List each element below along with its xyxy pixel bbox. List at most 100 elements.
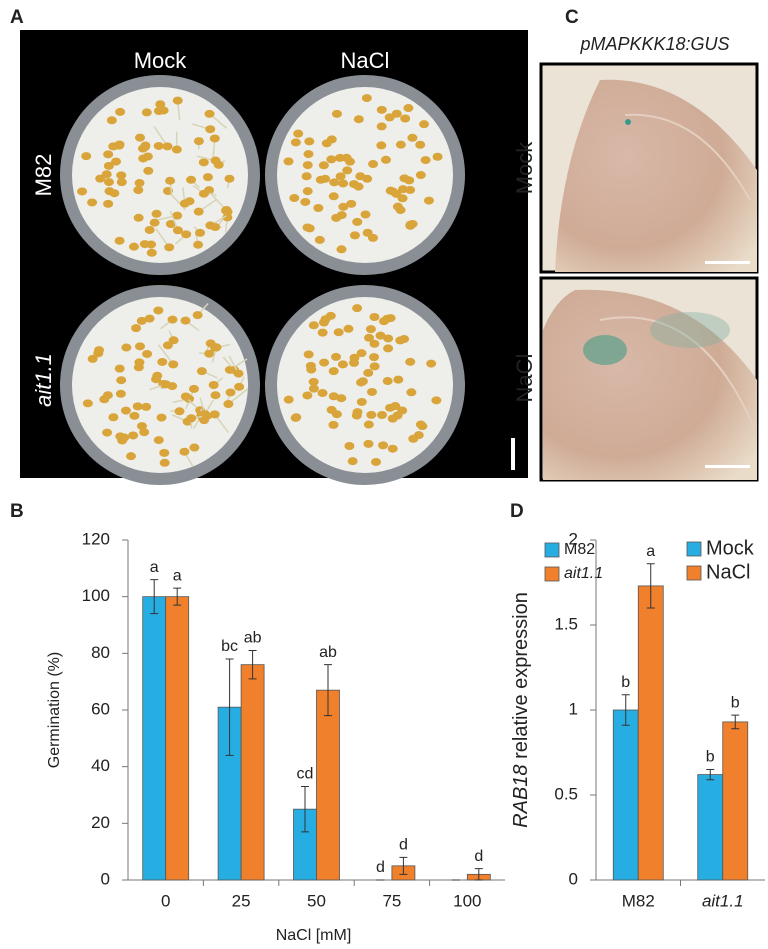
significance-letter: d [376, 859, 385, 876]
seed [153, 306, 164, 315]
seed [395, 140, 406, 149]
y-tick-label: 120 [82, 529, 110, 548]
seed [87, 198, 98, 207]
error-bar [150, 579, 159, 615]
y-tick-label: 1.5 [554, 614, 578, 633]
panel-label: B [10, 501, 24, 522]
seed [283, 395, 294, 404]
seed [326, 155, 337, 164]
seed [143, 166, 154, 175]
bar [165, 596, 190, 881]
seed [315, 175, 326, 184]
seed [114, 141, 125, 150]
seed [362, 228, 373, 237]
seed [103, 150, 114, 159]
seed [198, 189, 209, 198]
seed [164, 243, 175, 252]
legend-label: ait1.1 [564, 565, 603, 582]
seed [376, 122, 387, 131]
seed [393, 375, 404, 384]
seed [167, 315, 178, 324]
seed [328, 420, 339, 429]
seed [377, 411, 388, 420]
seed [356, 349, 367, 358]
seed [165, 176, 176, 185]
column-label: Mock [134, 48, 188, 73]
seed [133, 213, 144, 222]
error-bar [621, 694, 630, 726]
seed [405, 220, 416, 229]
seed [290, 138, 301, 147]
seed [326, 135, 337, 144]
seed [204, 109, 215, 118]
seed [387, 444, 398, 453]
seed [308, 384, 319, 393]
y-tick-label: 80 [91, 643, 110, 662]
seed [129, 411, 140, 420]
seed [346, 199, 357, 208]
seed [115, 107, 126, 116]
seed [348, 180, 359, 189]
significance-letter: a [173, 567, 182, 584]
seed [290, 413, 301, 422]
row-label: Mock [512, 141, 537, 195]
seed [365, 325, 376, 334]
seed [336, 211, 347, 220]
seed [102, 428, 113, 437]
bar [142, 596, 167, 881]
seed [336, 394, 347, 403]
seed [419, 120, 430, 129]
seed [302, 391, 313, 400]
seed [210, 156, 221, 165]
seed [141, 402, 152, 411]
seed [181, 230, 192, 239]
row-label: ait1.1 [31, 353, 56, 407]
bar [722, 721, 749, 881]
seed [180, 316, 191, 325]
dish-paper [72, 87, 248, 263]
seed [432, 152, 443, 161]
seed [397, 406, 408, 415]
seed [128, 242, 139, 251]
seed [128, 431, 139, 440]
seed [202, 173, 213, 182]
seed [369, 339, 380, 348]
seed [204, 349, 215, 358]
seed [82, 399, 93, 408]
seed [303, 150, 314, 159]
seed [349, 231, 360, 240]
seed [114, 364, 125, 373]
seed [407, 133, 418, 142]
legend-swatch [544, 566, 560, 582]
seed [343, 324, 354, 333]
panel-title: pMAPKKK18:GUS [579, 34, 729, 54]
seed [109, 189, 120, 198]
seed [395, 336, 406, 345]
seed [189, 443, 200, 452]
seed [222, 213, 233, 222]
seed [139, 428, 150, 437]
seed [81, 152, 92, 161]
error-bar [731, 714, 740, 730]
seed [209, 410, 220, 419]
legend-swatch [544, 542, 560, 558]
seed [115, 432, 126, 441]
seed [149, 218, 160, 227]
seed [400, 114, 411, 123]
y-tick-label: 1 [569, 699, 578, 718]
seed [172, 96, 183, 105]
seed [196, 367, 207, 376]
y-tick-label: 20 [91, 813, 110, 832]
seed [144, 314, 155, 323]
seed [224, 174, 235, 183]
x-tick-label: M82 [622, 891, 655, 910]
panel-label: A [10, 7, 24, 28]
seed [363, 420, 374, 429]
seed [289, 194, 300, 203]
seed [132, 402, 143, 411]
seed [131, 324, 142, 333]
seed [328, 367, 339, 376]
seed [193, 240, 204, 249]
seed [155, 100, 166, 109]
seed [138, 154, 149, 163]
